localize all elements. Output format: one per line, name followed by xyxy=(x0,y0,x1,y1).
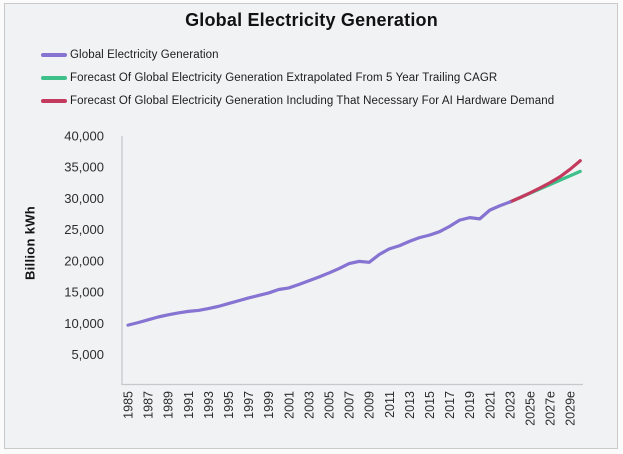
x-tick-label: 1993 xyxy=(202,391,216,419)
x-tick-label: 2009 xyxy=(363,391,377,419)
x-tick-label: 2007 xyxy=(343,391,357,419)
y-tick-label: 10,000 xyxy=(64,316,104,331)
legend-label-historical: Global Electricity Generation xyxy=(70,48,219,61)
x-tick-label: 2013 xyxy=(403,391,417,419)
x-tick-label: 2021 xyxy=(483,391,497,419)
x-tick-label: 2005 xyxy=(323,391,337,419)
x-tick-label: 2003 xyxy=(302,391,316,419)
legend-item-forecast-ai: Forecast Of Global Electricity Generatio… xyxy=(41,89,554,112)
x-tick-label: 2029e xyxy=(564,391,578,426)
x-tick-label: 1987 xyxy=(142,391,156,419)
x-tick-label: 1997 xyxy=(242,391,256,419)
x-tick-label: 2019 xyxy=(463,391,477,419)
x-tick-label: 2011 xyxy=(383,391,397,418)
legend-item-forecast-cagr: Forecast Of Global Electricity Generatio… xyxy=(41,66,554,89)
x-tick-label: 1985 xyxy=(122,391,136,419)
legend-label-forecast-cagr: Forecast Of Global Electricity Generatio… xyxy=(70,71,498,84)
x-tick-label: 1991 xyxy=(182,391,196,419)
x-tick-label: 2023 xyxy=(503,391,517,419)
y-tick-label: 40,000 xyxy=(64,128,104,143)
axis-lines xyxy=(121,136,583,386)
x-tick-label: 2015 xyxy=(423,391,437,419)
legend: Global Electricity Generation Forecast O… xyxy=(41,43,554,112)
legend-swatch-forecast-ai xyxy=(41,98,67,103)
legend-label-forecast-ai: Forecast Of Global Electricity Generatio… xyxy=(70,94,555,107)
legend-swatch-historical xyxy=(41,52,67,57)
chart-title: Global Electricity Generation xyxy=(185,10,438,30)
y-tick-label: 30,000 xyxy=(64,191,104,206)
y-tick-label: 15,000 xyxy=(64,285,104,300)
x-tick-label: 2017 xyxy=(443,391,457,419)
x-tick-label: 2027e xyxy=(544,391,558,426)
legend-swatch-forecast-cagr xyxy=(41,75,67,80)
legend-item-historical: Global Electricity Generation xyxy=(41,43,554,66)
x-tick-label: 2001 xyxy=(282,391,296,419)
x-tick-label: 1995 xyxy=(222,391,236,419)
x-tick-label: 2025e xyxy=(524,391,538,426)
series-line-forecast-ai xyxy=(508,159,582,204)
series-line-historical xyxy=(126,200,512,327)
y-tick-label: 5,000 xyxy=(71,347,104,362)
chart-panel-background xyxy=(4,3,618,449)
y-tick-label: 35,000 xyxy=(64,160,104,175)
x-tick-label: 1989 xyxy=(162,391,176,419)
y-tick-label: 20,000 xyxy=(64,253,104,268)
y-tick-label: 25,000 xyxy=(64,222,104,237)
x-tick-label: 1999 xyxy=(262,391,276,419)
